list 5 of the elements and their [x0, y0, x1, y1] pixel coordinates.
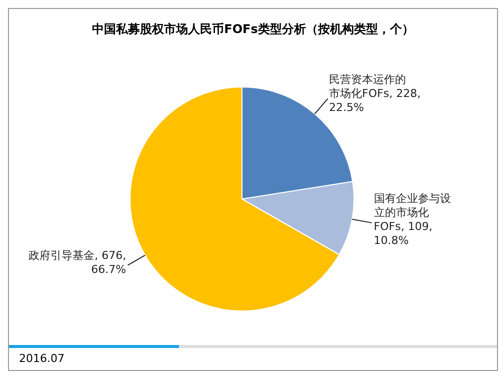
chart-title: 中国私募股权市场人民币FOFs类型分析（按机构类型，个） — [91, 21, 415, 38]
slice-label: 国有企业参与设立的市场化FOFs, 109, 10.8% — [374, 192, 451, 248]
text: 2016.07 — [19, 352, 64, 365]
slice-label: 民营资本运作的市场化FOFs, 228, 22.5% — [329, 73, 421, 114]
slice-label: 政府引导基金, 676, 66.7% — [28, 249, 126, 276]
